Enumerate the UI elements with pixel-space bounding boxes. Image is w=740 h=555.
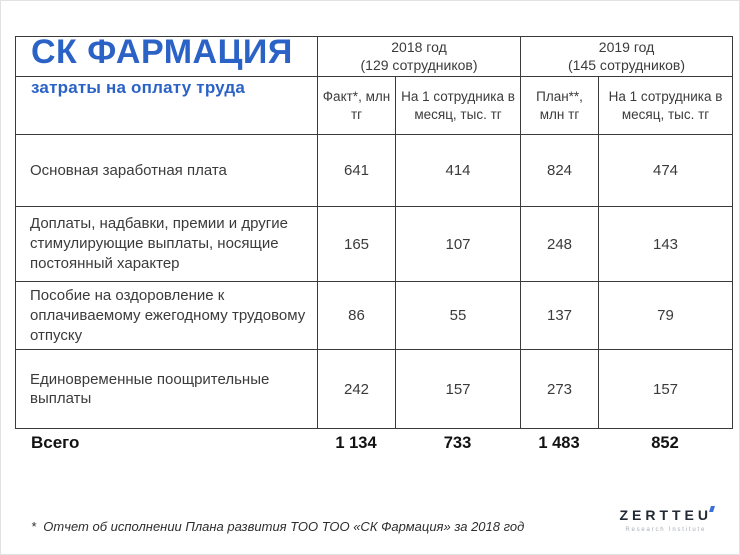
column-header-plan-2019: План**, млн тг bbox=[520, 76, 600, 135]
logo-tagline: Research Institute bbox=[625, 527, 707, 533]
cell-value: 474 bbox=[598, 134, 734, 207]
table-row: Доплаты, надбавки, премии и другие стиму… bbox=[15, 206, 734, 282]
cell-value: 641 bbox=[317, 134, 396, 207]
row-label: Пособие на оздоровление к оплачиваемому … bbox=[15, 280, 318, 351]
logo-accent-mark bbox=[709, 506, 715, 512]
table-row: Единовременные поощрительные выплаты 242… bbox=[15, 349, 734, 430]
column-header-per-employee-2018: На 1 сотрудника в месяц, тыс. тг bbox=[394, 76, 522, 135]
total-value: 852 bbox=[651, 433, 679, 452]
cell-value: 157 bbox=[598, 349, 734, 430]
table-row: Основная заработная плата 641 414 824 47… bbox=[15, 134, 734, 207]
table-corner-blank-2 bbox=[15, 76, 318, 135]
row-label: Основная заработная плата bbox=[15, 134, 318, 207]
year-group-2019: 2019 год (145 сотрудников) bbox=[520, 36, 734, 77]
total-row: Всего 1 134 733 1 483 852 bbox=[15, 433, 732, 453]
year-group-2018-staff: (129 сотрудников) bbox=[360, 56, 478, 73]
cell-value: 242 bbox=[317, 349, 396, 430]
row-label: Единовременные поощрительные выплаты bbox=[15, 349, 318, 430]
cell-value: 824 bbox=[520, 134, 600, 207]
zertteu-logo: ZERTTEU Research Institute bbox=[619, 506, 715, 533]
cell-value: 79 bbox=[598, 280, 734, 351]
year-group-2018-year: 2018 год bbox=[391, 39, 447, 55]
footnotes: * Отчет об исполнении Плана развития ТОО… bbox=[31, 477, 525, 554]
cell-value: 86 bbox=[317, 280, 396, 351]
cell-value: 143 bbox=[598, 206, 734, 282]
total-label: Всего bbox=[31, 433, 80, 452]
cell-value: 165 bbox=[317, 206, 396, 282]
footnote-1: * Отчет об исполнении Плана развития ТОО… bbox=[31, 519, 525, 534]
cell-value: 107 bbox=[394, 206, 522, 282]
year-group-2019-year: 2019 год bbox=[598, 39, 655, 55]
row-label: Доплаты, надбавки, премии и другие стиму… bbox=[15, 206, 318, 282]
total-value: 1 483 bbox=[538, 433, 580, 452]
year-group-2018: 2018 год (129 сотрудников) bbox=[316, 36, 522, 77]
year-group-2019-staff: (145 сотрудников) bbox=[568, 56, 686, 73]
logo-wordmark: ZERTTEU bbox=[619, 506, 715, 523]
table-row: Пособие на оздоровление к оплачиваемому … bbox=[15, 280, 734, 351]
cell-value: 157 bbox=[394, 349, 522, 430]
column-header-per-employee-2019: На 1 сотрудника в месяц, тыс. тг bbox=[598, 76, 734, 135]
cell-value: 137 bbox=[520, 280, 600, 351]
cell-value: 55 bbox=[394, 280, 522, 351]
column-header-fact-2018: Факт*, млн тг bbox=[317, 76, 396, 135]
labor-costs-table: 2018 год (129 сотрудников) 2019 год (145… bbox=[15, 36, 734, 430]
total-value: 1 134 bbox=[335, 433, 377, 452]
logo-text: ZERTTEU bbox=[619, 507, 712, 523]
cell-value: 414 bbox=[394, 134, 522, 207]
cell-value: 273 bbox=[520, 349, 600, 430]
total-value: 733 bbox=[443, 433, 472, 452]
table-corner-blank bbox=[15, 36, 318, 77]
cell-value: 248 bbox=[520, 206, 600, 282]
